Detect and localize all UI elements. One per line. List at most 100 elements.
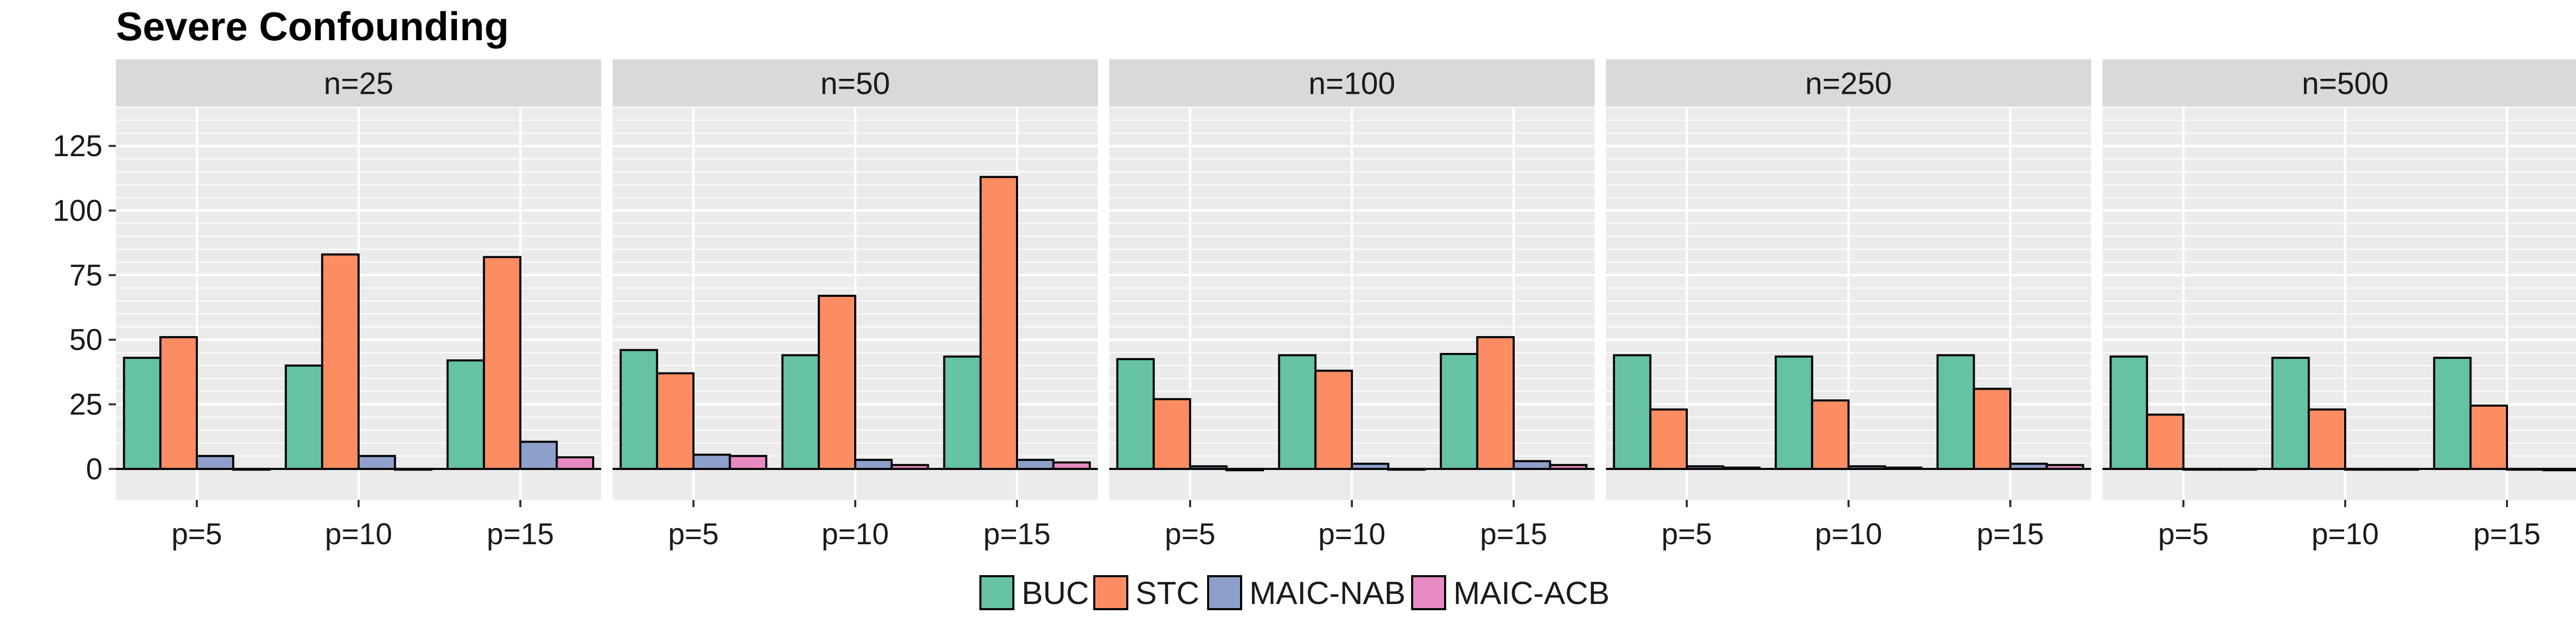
facet-strip bbox=[1606, 59, 2091, 107]
legend-item-buc: BUC bbox=[979, 575, 1089, 611]
facet-panel-2: n=100 p=5 p=10 p=15 bbox=[1109, 59, 1595, 551]
y-tick-label: 50 bbox=[69, 323, 103, 357]
y-tick-label: 0 bbox=[86, 452, 103, 486]
x-tick-label: p=15 bbox=[1977, 517, 2044, 551]
y-tick-label: 25 bbox=[69, 388, 103, 422]
bar-stc-p10-n250 bbox=[1811, 399, 1850, 470]
y-tick-label: 125 bbox=[53, 129, 103, 163]
bar-stc-p5-n50 bbox=[656, 372, 694, 470]
bar-maic-acb-p15-n25 bbox=[555, 456, 595, 470]
bar-maic-nab-p5-n25 bbox=[196, 455, 234, 470]
bar-stc-p15-n25 bbox=[483, 256, 521, 470]
bar-maic-nab-p15-n250 bbox=[2009, 462, 2048, 470]
legend-swatch bbox=[1207, 575, 1242, 610]
bar-maic-nab-p5-n500 bbox=[2182, 467, 2221, 471]
x-tick-label: p=10 bbox=[1815, 517, 1883, 551]
bar-stc-p10-n50 bbox=[818, 294, 856, 470]
facet-strip bbox=[116, 59, 601, 107]
bar-maic-nab-p15-n500 bbox=[2506, 467, 2545, 471]
bar-stc-p5-n100 bbox=[1153, 398, 1192, 470]
bar-maic-acb-p15-n50 bbox=[1052, 461, 1091, 470]
bar-maic-nab-p15-n50 bbox=[1016, 459, 1055, 470]
facet-label: n=25 bbox=[324, 66, 393, 101]
bar-maic-acb-p5-n100 bbox=[1225, 467, 1264, 472]
facet-strip bbox=[2103, 59, 2576, 107]
legend-label: STC bbox=[1136, 576, 1199, 611]
facet-label: n=500 bbox=[2302, 66, 2389, 101]
x-tick-label: p=10 bbox=[1318, 517, 1386, 551]
bar-maic-acb-p15-n250 bbox=[2045, 464, 2084, 470]
bar-stc-p15-n250 bbox=[1973, 388, 2012, 470]
bar-maic-acb-p10-n100 bbox=[1387, 467, 1426, 471]
bar-buc-p5-n100 bbox=[1116, 358, 1155, 470]
bar-buc-p5-n250 bbox=[1613, 354, 1652, 470]
x-tick-label: p=15 bbox=[1480, 517, 1548, 551]
bar-maic-acb-p10-n250 bbox=[1884, 466, 1923, 470]
bar-maic-acb-p10-n25 bbox=[394, 467, 433, 471]
x-tick-label: p=15 bbox=[984, 517, 1051, 551]
bar-buc-p5-n50 bbox=[619, 349, 658, 470]
facet-label: n=50 bbox=[820, 66, 890, 101]
bar-stc-p5-n500 bbox=[2146, 413, 2185, 470]
y-tick-label: 100 bbox=[53, 194, 103, 228]
bar-maic-nab-p5-n50 bbox=[692, 454, 731, 470]
bar-buc-p15-n100 bbox=[1439, 353, 1479, 470]
facet-panel-0: n=25 p=5 p=10 p=15 bbox=[116, 59, 601, 551]
chart-title: Severe Confounding bbox=[116, 4, 509, 49]
facet-strip bbox=[613, 59, 1098, 107]
legend-swatch bbox=[1093, 575, 1128, 610]
bar-maic-acb-p15-n500 bbox=[2542, 467, 2576, 472]
x-tick-label: p=5 bbox=[1165, 517, 1215, 551]
bar-stc-p15-n50 bbox=[979, 176, 1018, 470]
bar-buc-p15-n50 bbox=[943, 355, 982, 470]
bar-buc-p10-n250 bbox=[1774, 355, 1814, 470]
legend: BUC STC MAIC-NAB MAIC-ACB bbox=[979, 575, 1609, 611]
facet-panels: n=25 p=5 p=10 p=15 n=50 p=5 p=10 p=15 n=100 p=5 p=… bbox=[116, 59, 2576, 551]
x-tick-label: p=15 bbox=[2473, 517, 2541, 551]
legend-label: MAIC-ACB bbox=[1453, 576, 1609, 611]
bar-stc-p15-n500 bbox=[2469, 405, 2509, 470]
facet-label: n=250 bbox=[1805, 66, 1892, 101]
bar-maic-acb-p5-n250 bbox=[1722, 466, 1761, 470]
legend-item-maic-nab: MAIC-NAB bbox=[1207, 575, 1405, 611]
y-tick-label: 75 bbox=[69, 259, 103, 292]
legend-swatch bbox=[979, 575, 1014, 610]
bar-maic-nab-p5-n250 bbox=[1686, 465, 1724, 470]
bar-buc-p15-n500 bbox=[2433, 357, 2472, 470]
x-tick-label: p=15 bbox=[487, 517, 554, 551]
bar-buc-p5-n500 bbox=[2109, 355, 2148, 470]
legend-swatch bbox=[1411, 575, 1446, 610]
bar-maic-acb-p5-n50 bbox=[728, 455, 768, 470]
bar-buc-p10-n500 bbox=[2271, 357, 2310, 470]
bar-buc-p10-n100 bbox=[1278, 354, 1317, 470]
x-tick-label: p=5 bbox=[1662, 517, 1712, 551]
bar-stc-p10-n100 bbox=[1314, 370, 1353, 470]
bar-maic-acb-p5-n25 bbox=[232, 467, 271, 471]
x-tick-label: p=5 bbox=[172, 517, 222, 551]
bar-maic-nab-p10-n100 bbox=[1351, 462, 1389, 470]
y-axis: 0 25 50 75 100 125 bbox=[53, 129, 116, 486]
bar-stc-p10-n25 bbox=[321, 253, 360, 470]
legend-item-maic-acb: MAIC-ACB bbox=[1411, 575, 1609, 611]
bar-maic-nab-p15-n25 bbox=[519, 441, 558, 470]
bar-buc-p15-n250 bbox=[1936, 354, 1975, 470]
bar-maic-acb-p10-n50 bbox=[890, 464, 929, 470]
bar-buc-p15-n25 bbox=[446, 359, 485, 470]
facet-panel-3: n=250 p=5 p=10 p=15 bbox=[1606, 59, 2091, 551]
bar-stc-p10-n500 bbox=[2308, 408, 2347, 470]
legend-item-stc: STC bbox=[1093, 575, 1199, 611]
bar-maic-nab-p15-n100 bbox=[1513, 460, 1551, 470]
facet-panel-1: n=50 p=5 p=10 p=15 bbox=[613, 59, 1098, 551]
x-tick-label: p=10 bbox=[822, 517, 889, 551]
bar-maic-nab-p5-n100 bbox=[1189, 465, 1228, 470]
legend-label: MAIC-NAB bbox=[1249, 576, 1405, 611]
bar-stc-p15-n100 bbox=[1476, 336, 1515, 470]
facet-strip bbox=[1109, 59, 1595, 107]
bar-stc-p5-n250 bbox=[1649, 408, 1688, 470]
bar-buc-p10-n50 bbox=[781, 354, 820, 470]
x-tick-label: p=10 bbox=[325, 517, 393, 551]
bar-maic-nab-p10-n250 bbox=[1848, 465, 1886, 470]
x-tick-label: p=10 bbox=[2312, 517, 2379, 551]
